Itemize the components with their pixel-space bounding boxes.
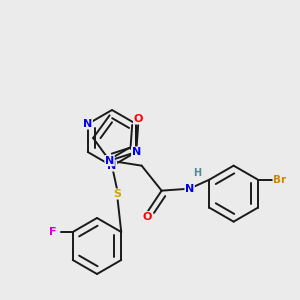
Text: F: F — [49, 227, 56, 237]
Text: O: O — [134, 114, 143, 124]
Text: S: S — [113, 189, 121, 199]
Text: H: H — [194, 168, 202, 178]
Text: N: N — [105, 156, 114, 166]
Text: N: N — [107, 161, 117, 171]
Text: N: N — [185, 184, 194, 194]
Text: O: O — [143, 212, 152, 222]
Text: N: N — [132, 147, 141, 157]
Text: N: N — [83, 119, 92, 129]
Text: Br: Br — [273, 175, 286, 185]
